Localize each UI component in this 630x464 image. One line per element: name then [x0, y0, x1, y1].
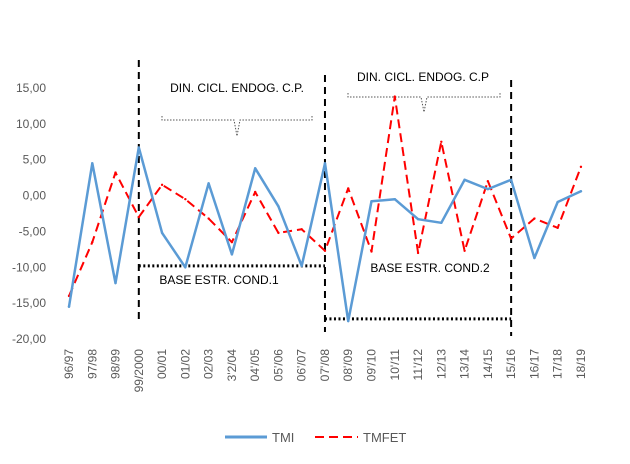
data-point-tmi — [556, 200, 559, 204]
data-point-tmi — [114, 281, 117, 285]
y-tick-label: -20,00 — [12, 332, 46, 346]
x-tick-label: 12/13 — [434, 349, 448, 379]
x-tick-label: 11'/12 — [411, 349, 425, 381]
x-tick-label: 18/19 — [574, 349, 588, 379]
data-point-tmfet — [91, 240, 94, 244]
data-point-tmfet — [486, 180, 490, 183]
data-point-tmfet — [556, 226, 559, 230]
data-point-tmfet — [207, 217, 210, 220]
data-point-tmi — [67, 305, 71, 308]
data-point-tmfet — [300, 228, 303, 231]
data-point-tmfet — [416, 251, 420, 255]
x-tick-label: 04'/05 — [248, 349, 262, 382]
annotation-top-left: DIN. CICL. ENDOG. C.P. — [170, 81, 304, 95]
data-point-tmi — [300, 264, 303, 268]
data-point-tmfet — [347, 187, 350, 190]
annotation-top-right: DIN. CICL. ENDOG. C.P — [357, 70, 489, 84]
data-point-tmi — [277, 205, 280, 208]
x-axis: 96/97 97/98 98/99 99/2000 00/01 01/02 02/03 3'2… — [62, 349, 588, 393]
annotation-base-1: BASE ESTR. COND.1 — [159, 273, 279, 287]
y-tick-label: -10,00 — [12, 260, 46, 274]
data-point-tmi — [463, 178, 466, 181]
data-point-tmi — [579, 190, 583, 193]
data-point-tmfet — [230, 240, 234, 244]
x-tick-label: 09'/10 — [365, 349, 379, 382]
data-point-tmfet — [323, 249, 327, 252]
data-point-tmi — [253, 167, 257, 170]
data-point-tmi — [207, 182, 210, 185]
legend-label-tmfet: TMFET — [363, 430, 406, 445]
x-tick-label: 97/98 — [85, 349, 99, 379]
y-axis: -20,00 -15,00 -10,00 -5,00 0,00 5,00 10,00 15,0… — [12, 81, 46, 346]
x-tick-label: 13/14 — [458, 349, 472, 379]
data-point-tmi — [91, 162, 94, 165]
legend-label-tmi: TMI — [272, 430, 294, 445]
x-tick-label: 98/99 — [109, 349, 123, 379]
data-point-tmfet — [370, 250, 373, 253]
y-tick-label: 15,00 — [16, 81, 46, 95]
data-point-tmfet — [579, 165, 583, 169]
x-tick-label: 08'/09 — [341, 349, 355, 382]
y-tick-label: -5,00 — [19, 224, 47, 238]
data-point-tmfet — [509, 237, 513, 240]
annotations: DIN. CICL. ENDOG. C.P. DIN. CICL. ENDOG.… — [137, 60, 513, 336]
data-point-tmi — [184, 266, 187, 269]
data-point-tmi — [416, 218, 420, 221]
y-tick-label: 10,00 — [16, 117, 46, 131]
data-point-tmfet — [393, 95, 396, 98]
brace-top-left — [161, 116, 313, 137]
data-point-tmfet — [440, 140, 443, 143]
data-point-tmfet — [463, 249, 466, 252]
data-point-tmi — [509, 178, 513, 181]
data-point-tmi — [440, 221, 443, 225]
annotation-base-2: BASE ESTR. COND.2 — [370, 261, 490, 275]
x-tick-label: 05'/06 — [271, 349, 285, 382]
data-point-tmi — [533, 256, 536, 260]
data-point-tmfet — [137, 215, 141, 219]
data-point-tmfet — [253, 190, 257, 194]
data-point-tmi — [370, 200, 373, 203]
x-tick-label: 10'/11 — [388, 349, 402, 381]
x-tick-label: 06'/07 — [295, 349, 309, 382]
data-point-tmfet — [114, 171, 117, 174]
data-point-tmi — [393, 197, 396, 201]
x-tick-label: 16/17 — [527, 349, 541, 379]
x-tick-label: 15/16 — [504, 349, 518, 379]
data-point-tmfet — [533, 217, 536, 220]
x-tick-label: 01/02 — [178, 349, 192, 379]
x-tick-label: 99/2000 — [132, 349, 146, 393]
data-point-tmi — [347, 319, 350, 323]
data-point-tmi — [160, 231, 164, 235]
x-tick-label: 96/97 — [62, 349, 76, 379]
data-point-tmi — [486, 187, 490, 191]
x-tick-label: 14/15 — [481, 349, 495, 379]
data-point-tmfet — [184, 197, 187, 201]
x-tick-label: 07'/08 — [318, 349, 332, 382]
data-point-tmfet — [160, 183, 164, 187]
data-point-tmi — [230, 253, 234, 256]
y-tick-label: -15,00 — [12, 296, 46, 310]
data-point-tmi — [323, 162, 327, 165]
y-tick-label: 0,00 — [23, 189, 47, 203]
data-point-tmfet — [277, 231, 280, 235]
x-tick-label: 17/18 — [551, 349, 565, 379]
x-tick-label: 00/01 — [155, 349, 169, 379]
x-tick-label: 02/03 — [202, 349, 216, 379]
x-tick-label: 3'2/04 — [225, 349, 239, 382]
brace-top-right — [347, 93, 501, 113]
y-tick-label: 5,00 — [23, 153, 47, 167]
data-point-tmi — [137, 146, 141, 149]
series-group — [67, 95, 583, 323]
legend: TMI TMFET — [225, 430, 406, 445]
